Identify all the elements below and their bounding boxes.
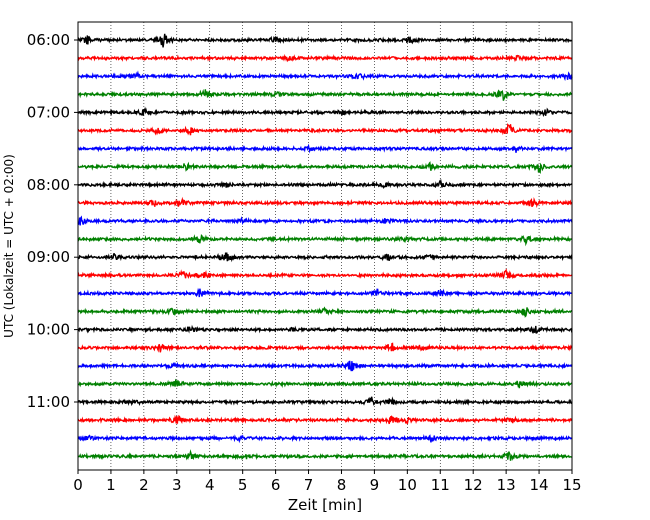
trace-0745 [77,161,573,175]
trace-0615 [77,53,573,63]
trace-1115 [77,414,573,425]
x-axis-label: Zeit [min] [288,496,362,514]
trace-1145 [77,449,573,461]
trace-0930 [77,287,573,298]
x-tick-label: 0 [73,476,83,494]
trace-1000 [77,324,573,335]
trace-0800 [77,178,573,189]
trace-0830 [77,215,573,226]
x-tick-label: 5 [238,476,248,494]
trace-0730 [77,143,573,154]
trace-1045 [77,378,573,389]
plot-background [78,22,572,470]
y-tick-label: 08:00 [27,176,70,194]
y-tick-label: 11:00 [27,393,70,411]
y-axis-ticks: 06:00 07:00 08:00 09:00 10:00 11:00 [27,31,78,411]
trace-0845 [77,234,573,247]
x-tick-label: 10 [398,476,417,494]
x-tick-label: 11 [431,476,450,494]
trace-0815 [77,196,573,208]
x-tick-label: 2 [139,476,149,494]
trace-0600 [77,33,573,48]
x-tick-label: 15 [562,476,581,494]
trace-1030 [77,360,573,372]
trace-0900 [77,252,573,263]
y-tick-label: 07:00 [27,103,70,121]
trace-0915 [77,268,573,280]
trace-0645 [77,88,573,101]
x-tick-label: 9 [370,476,380,494]
x-tick-label: 3 [172,476,182,494]
plot-frame [77,21,573,471]
trace-0715 [77,123,573,136]
trace-1100 [77,396,573,407]
y-tick-label: 06:00 [27,31,70,49]
trace-0630 [77,70,573,82]
x-tick-label: 6 [271,476,281,494]
trace-0700 [77,106,573,117]
trace-1015 [77,342,573,353]
x-tick-label: 13 [497,476,516,494]
trace-1130 [77,434,573,444]
x-tick-label: 14 [530,476,549,494]
y-tick-label: 09:00 [27,248,70,266]
y-axis-label: UTC (Lokalzeit = UTC + 02:00) [2,154,16,338]
x-tick-label: 7 [304,476,314,494]
x-tick-label: 4 [205,476,215,494]
traces [77,33,573,461]
y-tick-label: 10:00 [27,321,70,339]
x-tick-label: 8 [337,476,347,494]
x-tick-label: 12 [464,476,483,494]
trace-0945 [77,306,573,318]
x-tick-label: 1 [106,476,116,494]
x-axis-ticks: 0 1 2 3 4 5 6 7 8 9 10 11 12 13 14 15 [73,470,582,494]
